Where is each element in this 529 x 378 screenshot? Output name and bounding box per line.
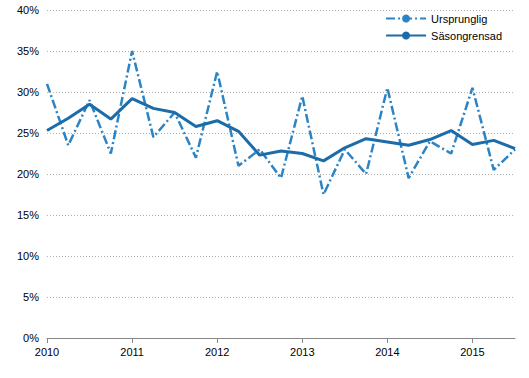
- svg-text:2013: 2013: [290, 346, 314, 358]
- svg-text:2014: 2014: [375, 346, 399, 358]
- svg-text:0%: 0%: [23, 332, 39, 344]
- svg-text:5%: 5%: [23, 291, 39, 303]
- svg-text:2015: 2015: [460, 346, 484, 358]
- svg-text:30%: 30%: [17, 86, 39, 98]
- svg-text:35%: 35%: [17, 45, 39, 57]
- svg-text:2010: 2010: [35, 346, 59, 358]
- svg-text:2011: 2011: [120, 346, 144, 358]
- svg-text:Ursprunglig: Ursprunglig: [431, 13, 487, 25]
- svg-text:20%: 20%: [17, 168, 39, 180]
- svg-text:15%: 15%: [17, 209, 39, 221]
- svg-text:25%: 25%: [17, 127, 39, 139]
- svg-text:Säsongrensad: Säsongrensad: [431, 30, 502, 42]
- svg-text:2012: 2012: [205, 346, 229, 358]
- svg-text:40%: 40%: [17, 4, 39, 16]
- svg-text:10%: 10%: [17, 250, 39, 262]
